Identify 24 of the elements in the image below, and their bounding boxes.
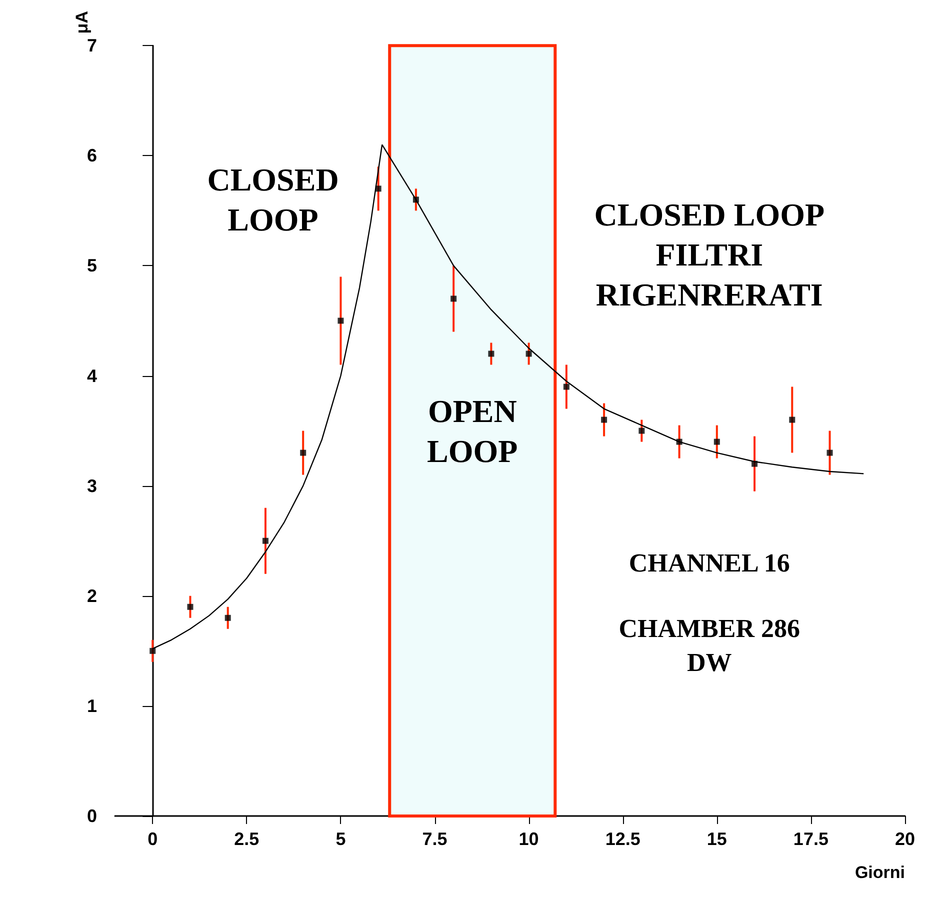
x-tick-label: 7.5 xyxy=(422,829,448,849)
y-tick-label: 6 xyxy=(86,146,97,166)
y-tick-label: 3 xyxy=(86,476,97,496)
x-tick-label: 12.5 xyxy=(605,829,640,849)
x-tick-label: 2.5 xyxy=(234,829,260,849)
x-tick-label: 10 xyxy=(518,829,539,849)
x-tick-label: 17.5 xyxy=(793,829,828,849)
x-tick-label: 5 xyxy=(336,829,346,849)
annotation: CHANNEL 16 xyxy=(628,548,790,578)
annotation: CLOSED LOOP xyxy=(207,162,339,238)
y-tick-label: 0 xyxy=(86,806,97,826)
y-axis-title: μA xyxy=(72,11,92,34)
y-tick-label: 4 xyxy=(86,366,97,386)
y-tick-label: 7 xyxy=(86,36,97,56)
annotation: CHAMBER 286 DW xyxy=(618,614,800,677)
x-axis-title: Giorni xyxy=(854,863,905,882)
y-tick-label: 2 xyxy=(86,586,97,606)
band-label: OPEN LOOP xyxy=(427,392,518,469)
x-tick-label: 20 xyxy=(894,829,916,849)
x-tick-label: 0 xyxy=(148,829,158,849)
y-tick-label: 5 xyxy=(86,256,97,276)
x-tick-label: 15 xyxy=(706,829,727,849)
y-tick-label: 1 xyxy=(86,696,97,716)
annotation: CLOSED LOOP FILTRI RIGENRERATI xyxy=(594,196,825,313)
